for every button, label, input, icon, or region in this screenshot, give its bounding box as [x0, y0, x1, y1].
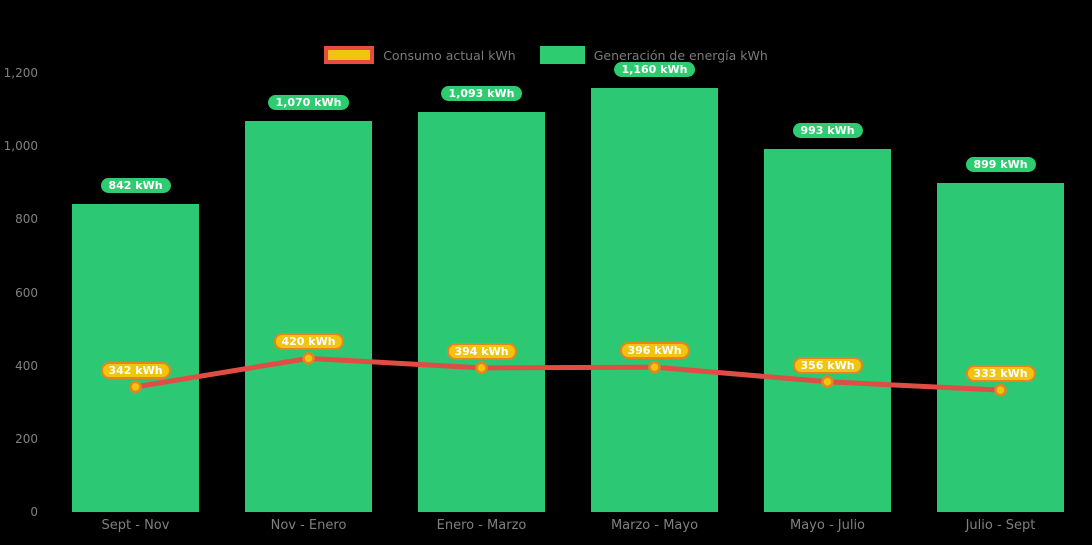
generation-swatch-icon: [539, 46, 585, 64]
generation-value-badge: 993 kWh: [792, 122, 863, 138]
consumption-point[interactable]: [821, 375, 834, 389]
y-axis-label: 1,200: [3, 66, 38, 80]
legend-label-generation: Generación de energía kWh: [593, 47, 768, 63]
generation-value-badge: 1,093 kWh: [440, 86, 523, 102]
consumption-point[interactable]: [302, 352, 315, 365]
y-axis-label: 0: [30, 505, 38, 519]
x-axis-label: Julio - Sept: [965, 518, 1036, 533]
legend-item-consumption[interactable]: Consumo actual kWh: [324, 46, 516, 64]
generation-bar[interactable]: [937, 183, 1064, 512]
consumption-point[interactable]: [648, 360, 661, 374]
y-axis-label: 800: [15, 212, 38, 227]
legend-item-generation[interactable]: Generación de energía kWh: [539, 46, 768, 64]
consumption-value-badge: 394 kWh: [446, 342, 517, 360]
x-axis-label: Marzo - Mayo: [610, 518, 699, 533]
legend-label-consumption: Consumo actual kWh: [383, 47, 516, 63]
consumption-point[interactable]: [994, 383, 1007, 397]
consumption-value-badge: 342 kWh: [100, 361, 171, 379]
consumption-point[interactable]: [475, 361, 488, 375]
x-axis-label: Sept - Nov: [101, 518, 170, 533]
y-axis-label: 400: [15, 358, 38, 373]
generation-value-badge: 842 kWh: [100, 177, 171, 193]
y-axis-label: 200: [15, 431, 38, 446]
generation-bar[interactable]: [72, 203, 199, 512]
generation-value-badge: 1,160 kWh: [613, 61, 696, 77]
generation-value-badge: 899 kWh: [965, 157, 1036, 173]
generation-bar[interactable]: [591, 87, 718, 512]
generation-bar[interactable]: [764, 148, 891, 512]
x-axis-label: Mayo - Julio: [789, 518, 866, 533]
y-axis-label: 600: [15, 285, 38, 300]
generation-value-badge: 1,070 kWh: [267, 94, 350, 110]
x-axis-label: Nov - Enero: [270, 518, 347, 533]
y-axis-label: 1,000: [3, 139, 38, 154]
consumption-value-badge: 333 kWh: [965, 365, 1036, 383]
consumption-value-badge: 420 kWh: [273, 333, 344, 351]
consumption-value-badge: 396 kWh: [619, 342, 690, 360]
x-axis-label: Enero - Marzo: [436, 518, 527, 533]
consumption-swatch-icon: [324, 46, 375, 64]
consumption-line: [133, 355, 1003, 393]
generation-bar[interactable]: [245, 120, 372, 512]
consumption-point[interactable]: [129, 380, 142, 394]
legend: Consumo actual kWh Generación de energía…: [0, 46, 1092, 64]
consumption-value-badge: 356 kWh: [792, 356, 863, 374]
generation-bar[interactable]: [418, 112, 545, 512]
